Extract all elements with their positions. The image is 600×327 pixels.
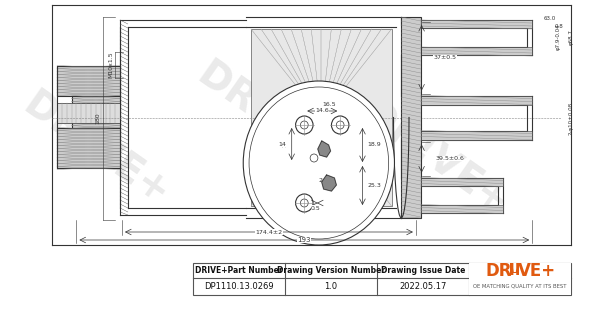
Text: 63.0: 63.0	[544, 15, 556, 21]
Text: DR!VE+: DR!VE+	[355, 96, 515, 224]
Circle shape	[296, 194, 313, 212]
Bar	[469, 263, 571, 295]
Polygon shape	[318, 141, 331, 157]
Text: 0.5: 0.5	[311, 205, 321, 211]
Circle shape	[310, 154, 318, 162]
Text: 39.5±0.6: 39.5±0.6	[435, 156, 464, 161]
Circle shape	[337, 121, 344, 129]
Bar	[421, 95, 532, 105]
Circle shape	[301, 121, 308, 129]
Text: 180: 180	[95, 112, 100, 124]
Bar	[421, 130, 532, 140]
Text: 0.8: 0.8	[555, 24, 563, 28]
Text: 2-φ10±0.08: 2-φ10±0.08	[568, 101, 574, 135]
Text: Drawing Version Number: Drawing Version Number	[277, 266, 385, 275]
Text: DRIVE+Part Number: DRIVE+Part Number	[195, 266, 283, 275]
Bar	[57, 102, 120, 123]
Text: 174.4±2: 174.4±2	[256, 230, 283, 234]
Text: 2022.05.17: 2022.05.17	[400, 282, 447, 291]
Text: !: !	[511, 262, 518, 280]
Text: DR!VE+: DR!VE+	[16, 86, 176, 214]
Text: DP1110.13.0269: DP1110.13.0269	[204, 282, 274, 291]
Bar	[193, 263, 571, 295]
Text: φ68.7: φ68.7	[568, 29, 574, 45]
Text: 193: 193	[298, 237, 311, 243]
Text: 37±0.5: 37±0.5	[433, 55, 457, 60]
Text: 18.9: 18.9	[367, 143, 381, 147]
Bar	[421, 20, 532, 28]
Bar	[401, 17, 421, 218]
Circle shape	[296, 116, 313, 134]
Bar	[421, 178, 503, 185]
Text: 14.6: 14.6	[316, 109, 329, 113]
Bar	[421, 47, 532, 55]
Text: M10x1.5: M10x1.5	[108, 52, 113, 78]
Text: 14: 14	[283, 139, 287, 147]
Text: φ7.9-0.04: φ7.9-0.04	[556, 24, 561, 50]
Text: DR: DR	[485, 262, 512, 280]
Text: DR!VE+: DR!VE+	[190, 56, 351, 184]
Ellipse shape	[249, 87, 389, 239]
Text: 14: 14	[278, 142, 286, 146]
Text: 1.0: 1.0	[325, 282, 338, 291]
Text: 16.5: 16.5	[323, 102, 337, 108]
Text: VE+: VE+	[518, 262, 557, 280]
Bar	[57, 65, 120, 95]
Text: OE MATCHING QUALITY AT ITS BEST: OE MATCHING QUALITY AT ITS BEST	[473, 284, 567, 289]
Bar	[57, 128, 120, 167]
Bar	[511, 263, 519, 274]
Bar	[421, 204, 503, 213]
Circle shape	[301, 199, 308, 207]
Circle shape	[331, 116, 349, 134]
Ellipse shape	[243, 81, 394, 245]
Text: 2: 2	[319, 179, 323, 183]
Text: 25.3: 25.3	[367, 183, 381, 188]
Bar	[251, 29, 392, 206]
Text: Drawing Issue Date: Drawing Issue Date	[381, 266, 465, 275]
Polygon shape	[322, 175, 337, 191]
Bar	[71, 95, 120, 128]
